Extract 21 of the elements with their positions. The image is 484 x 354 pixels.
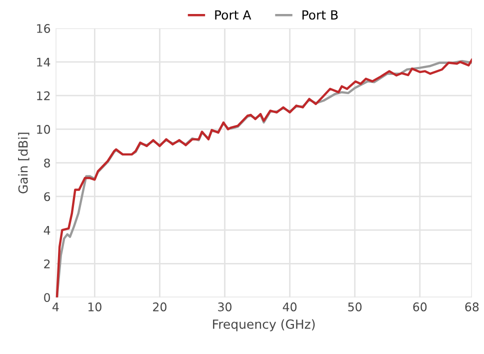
x-tick-label: 4 <box>52 302 59 312</box>
x-axis-title: Frequency (GHz) <box>213 319 315 332</box>
y-axis-title: Gain [dBi] <box>18 132 30 194</box>
y-tick-label: 8 <box>44 158 50 168</box>
y-tick-label: 16 <box>37 24 50 33</box>
x-tick-label: 68 <box>465 302 479 312</box>
y-tick-label: 6 <box>44 192 50 202</box>
y-tick-label: 0 <box>44 293 50 302</box>
legend-label: Port B <box>302 10 338 20</box>
x-tick-label: 60 <box>413 302 427 312</box>
y-tick-label: 14 <box>37 58 50 66</box>
x-tick-label: 30 <box>218 302 232 312</box>
legend-label: Port A <box>215 10 252 20</box>
x-tick-label: 50 <box>348 302 362 312</box>
x-tick-label: 20 <box>153 302 166 312</box>
y-tick-label: 2 <box>44 259 50 268</box>
y-tick-label: 10 <box>37 124 50 134</box>
y-tick-label: 4 <box>44 226 50 235</box>
x-tick-label: 10 <box>88 302 102 312</box>
x-tick-label: 40 <box>282 302 297 312</box>
y-tick-label: 12 <box>37 91 50 100</box>
